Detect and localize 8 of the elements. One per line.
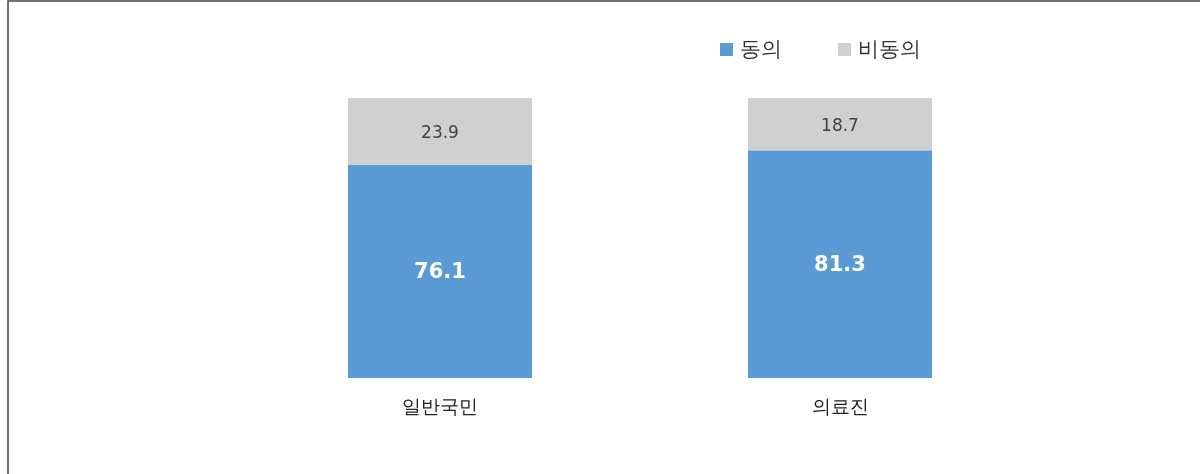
x-tick-label: 일반국민: [402, 395, 478, 417]
x-tick-label: 의료진: [811, 395, 869, 417]
data-label: 18.7: [821, 115, 859, 136]
legend-label: 동의: [740, 37, 782, 61]
data-label: 76.1: [414, 259, 466, 284]
legend-label: 비동의: [858, 37, 921, 61]
data-label: 81.3: [814, 252, 866, 277]
data-label: 23.9: [421, 122, 459, 143]
